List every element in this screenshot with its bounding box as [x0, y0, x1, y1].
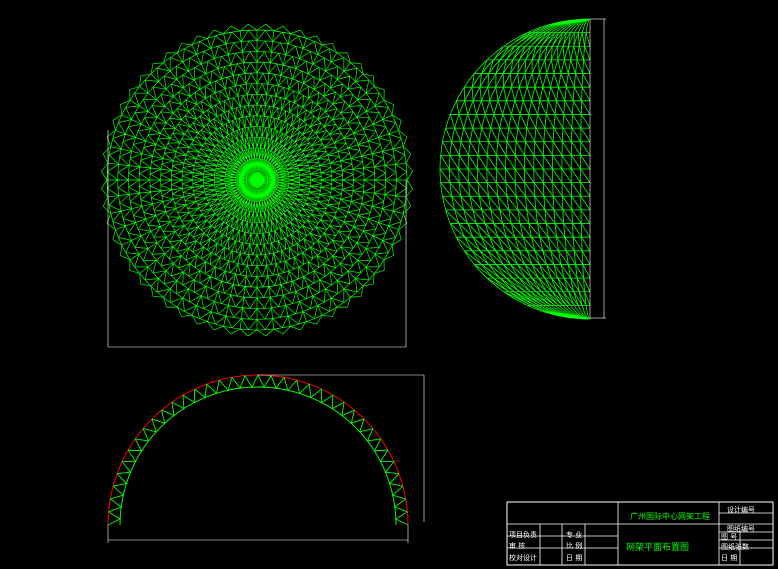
drawing-title: 网架平面布置图: [626, 543, 690, 553]
elevation-dome-grid: [439, 18, 591, 320]
label-left-3: 校对设计: [509, 554, 537, 562]
label-right-4: 图纸张数: [721, 543, 749, 551]
label-right-5: 日 期: [721, 554, 738, 562]
label-mid-1: 专 业: [566, 531, 583, 539]
plan-view-dome-grid: [100, 23, 414, 337]
section-web-members: [107, 374, 409, 526]
label-left-2: 审 核: [509, 542, 526, 550]
project-title: 广州国际中心网架工程: [630, 512, 710, 521]
label-mid-3: 日 期: [566, 554, 583, 562]
section-inner-chord: [119, 386, 397, 526]
label-right-3: 图 号: [721, 533, 738, 541]
label-left-1: 项目负责: [509, 531, 537, 539]
section-outer-chord: [107, 374, 409, 526]
label-mid-2: 比 例: [566, 542, 583, 550]
label-right-1: 设计编号: [727, 506, 755, 514]
label-right-2: 图纸编号: [727, 525, 755, 533]
title-block-frame: [506, 501, 774, 566]
